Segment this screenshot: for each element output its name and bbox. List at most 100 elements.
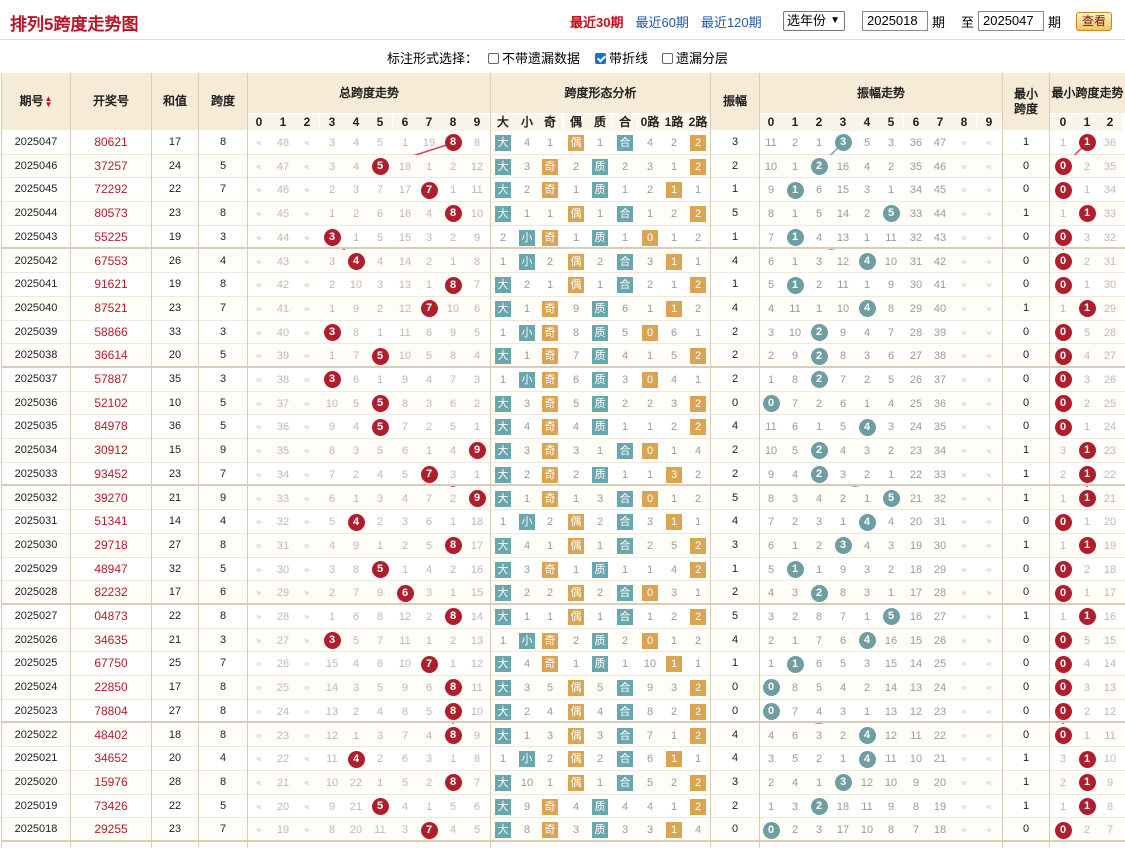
- amp-missing: 1: [791, 539, 799, 552]
- span-missing: ≈: [256, 303, 262, 314]
- min-span-cell: 1: [1022, 799, 1030, 812]
- range-30-link[interactable]: 最近30期: [570, 15, 624, 30]
- option-no-missing[interactable]: 不带遗漏数据: [488, 48, 580, 67]
- shape-tag: 质: [592, 822, 608, 839]
- span-missing: 8: [376, 611, 384, 623]
- table-row: [2, 605, 1125, 629]
- shape-tag: 大: [495, 182, 511, 199]
- span-missing: 7: [401, 729, 409, 742]
- min-missing: 26: [1103, 374, 1117, 386]
- shape-cell: 大: [491, 652, 515, 676]
- road-tag: 3: [666, 466, 682, 483]
- option-layered[interactable]: 遗漏分层: [662, 48, 728, 67]
- amp-cell: 4: [731, 515, 739, 528]
- shape-tag: 合: [617, 680, 633, 697]
- amp-missing: 2: [863, 374, 871, 386]
- shape-missing: 3: [646, 824, 654, 837]
- shape-missing: 1: [499, 255, 507, 268]
- amp-missing: 8: [767, 492, 775, 505]
- checkbox-icon[interactable]: [488, 53, 499, 64]
- road-cell: 2: [686, 700, 710, 724]
- span-missing: 6: [425, 326, 433, 339]
- amp-missing: ≈: [986, 683, 992, 694]
- span-missing: 19: [422, 137, 436, 149]
- amp-missing: 1: [767, 800, 775, 813]
- min-missing: 1: [1059, 492, 1067, 505]
- min-missing: 10: [1103, 753, 1117, 766]
- shape-missing: 1: [694, 374, 702, 386]
- checkbox-checked-icon[interactable]: [595, 53, 606, 64]
- view-button[interactable]: 查看: [1076, 12, 1112, 31]
- amp-cell: 5: [731, 610, 739, 622]
- amp-missing: ≈: [986, 493, 992, 504]
- draw-number: 48402: [94, 727, 128, 742]
- chevron-down-icon: ▼: [830, 15, 840, 26]
- option-polyline[interactable]: 带折线: [595, 48, 648, 67]
- min-missing: 2: [1083, 824, 1091, 837]
- amp-missing: 5: [815, 208, 823, 221]
- road-cell: 2: [686, 605, 710, 629]
- shape-missing: 1: [646, 421, 654, 434]
- shape-sub-header: 小: [515, 114, 539, 131]
- span-missing: 5: [449, 421, 457, 434]
- checkbox-icon[interactable]: [662, 53, 673, 64]
- span-missing: 12: [470, 160, 484, 173]
- shape-missing: 6: [572, 374, 580, 386]
- shape-cell: 大: [491, 155, 515, 179]
- from-issue-input[interactable]: 2025018: [862, 11, 928, 31]
- amp-missing: 2: [815, 397, 823, 410]
- shape-missing: 3: [646, 516, 654, 529]
- road-tag: 2: [690, 561, 706, 578]
- min-ball: 0: [1054, 181, 1072, 199]
- amp-missing: 11: [765, 421, 777, 434]
- shape-cell: 大: [491, 463, 515, 487]
- amp-missing: 7: [815, 634, 823, 647]
- shape-missing: 3: [670, 682, 678, 695]
- amp-missing: ≈: [961, 564, 967, 575]
- shape-missing: 1: [546, 539, 554, 552]
- sort-icon[interactable]: ▲ ▼: [44, 93, 53, 109]
- min-span-cell: 0: [1022, 254, 1030, 267]
- shape-missing: 3: [523, 563, 531, 576]
- to-issue-label: 期: [1048, 15, 1062, 30]
- shape-missing: 3: [596, 729, 604, 742]
- shape-tag: 偶: [568, 703, 584, 720]
- amp-missing: 34: [933, 445, 947, 458]
- issue-cell: 2025027: [14, 610, 58, 622]
- amp-missing: 27: [909, 350, 923, 363]
- shape-missing: 2: [546, 255, 554, 268]
- amp-missing: 1: [863, 231, 871, 244]
- issue-cell: 2025039: [14, 325, 58, 338]
- shape-missing: 1: [694, 658, 702, 671]
- span-missing: 2: [449, 492, 457, 505]
- amp-missing: ≈: [961, 422, 967, 433]
- range-60-link[interactable]: 最近60期: [635, 15, 689, 30]
- amp-missing: 16: [836, 160, 850, 173]
- span-missing: 3: [328, 137, 336, 149]
- amp-missing: ≈: [961, 517, 967, 528]
- shape-cell: 偶: [564, 700, 588, 724]
- span-missing: 2: [352, 705, 360, 718]
- span-missing: 15: [398, 231, 412, 244]
- shape-missing: 3: [646, 160, 654, 173]
- amp-missing: 3: [863, 658, 871, 671]
- amp-missing: 9: [767, 468, 775, 481]
- min-span-cell: 1: [1022, 491, 1030, 504]
- shape-missing: 2: [670, 705, 678, 718]
- min-ball: 0: [1054, 584, 1072, 602]
- span-ball: 7: [420, 181, 438, 199]
- span-missing: 12: [325, 729, 339, 742]
- year-select[interactable]: 选年份 ▼: [783, 11, 845, 31]
- amp-missing: 5: [863, 137, 871, 149]
- amp-missing: 3: [887, 137, 895, 149]
- amp-missing: ≈: [986, 327, 992, 338]
- to-issue-input[interactable]: 2025047: [978, 11, 1044, 31]
- range-120-link[interactable]: 最近120期: [700, 15, 762, 30]
- span-ball: 5: [371, 395, 389, 413]
- span-missing: ≈: [256, 517, 262, 528]
- span-missing: 3: [425, 753, 433, 766]
- sum-cell: 14: [168, 515, 182, 528]
- col-issue-header[interactable]: 期号 ▲ ▼: [2, 73, 70, 130]
- span-missing: 1: [473, 468, 481, 481]
- shape-missing: 1: [670, 445, 678, 458]
